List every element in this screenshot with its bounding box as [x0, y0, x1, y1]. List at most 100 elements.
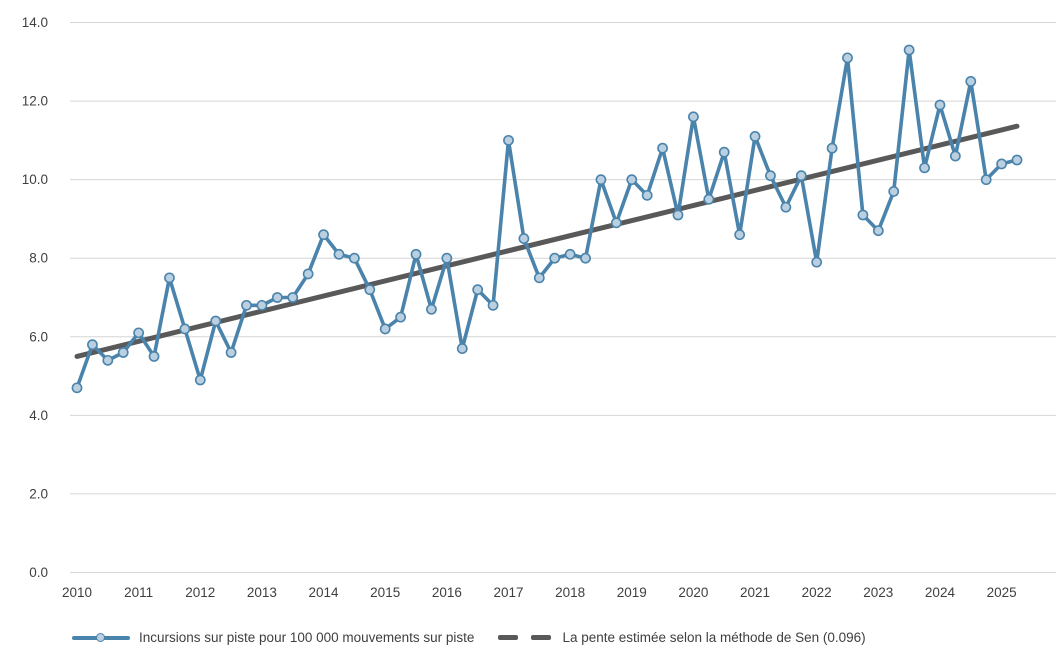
data-point-marker: [179, 323, 191, 335]
data-point-marker: [919, 162, 930, 174]
data-point-marker: [148, 351, 160, 362]
data-point-marker: [626, 174, 638, 186]
data-point-marker: [842, 52, 853, 64]
data-point-marker: [934, 99, 946, 111]
y-tick-label: 4.0: [29, 408, 48, 423]
data-point-marker: [795, 170, 807, 182]
incursions-series-line: [75, 48, 1019, 390]
data-point-marker: [595, 174, 607, 186]
data-point-marker: [888, 186, 900, 197]
data-point-marker: [348, 252, 360, 264]
data-point-marker: [271, 292, 283, 303]
series-marker-legend-icon: [96, 632, 105, 642]
x-tick-label: 2025: [987, 585, 1017, 600]
data-point-marker: [949, 150, 961, 162]
data-point-marker: [549, 252, 561, 264]
y-tick-label: 10.0: [22, 172, 48, 187]
data-point-marker: [564, 248, 576, 260]
data-point-marker: [318, 229, 329, 241]
data-point-marker: [657, 142, 668, 154]
x-tick-label: 2015: [370, 585, 400, 600]
data-point-marker: [302, 268, 314, 280]
data-point-marker: [210, 315, 222, 327]
data-point-marker: [71, 382, 83, 394]
x-tick-label: 2023: [863, 585, 893, 600]
data-point-marker: [518, 233, 530, 244]
data-point-markers: [71, 44, 1023, 394]
data-point-marker: [826, 142, 838, 154]
data-point-marker: [287, 292, 299, 303]
data-point-marker: [734, 229, 746, 241]
data-point-marker: [857, 209, 869, 221]
data-point-marker: [102, 354, 114, 366]
y-tick-label: 6.0: [29, 329, 48, 344]
y-tick-label: 12.0: [22, 94, 48, 109]
data-point-marker: [980, 174, 992, 186]
series-legend-label: Incursions sur piste pour 100 000 mouvem…: [139, 630, 475, 645]
series-line-legend-icon: [72, 632, 130, 642]
x-tick-label: 2011: [124, 585, 153, 600]
y-axis-labels: 0.0 2.0 4.0 6.0 8.0 10.0 12.0 14.0: [22, 15, 48, 580]
data-point-marker: [133, 327, 145, 339]
data-point-marker: [426, 303, 437, 315]
legend-item-series: Incursions sur piste pour 100 000 mouvem…: [72, 630, 474, 645]
data-point-marker: [379, 323, 391, 335]
data-point-marker: [1011, 154, 1023, 166]
data-point-marker: [703, 193, 715, 205]
data-point-marker: [194, 374, 206, 386]
data-point-marker: [765, 170, 776, 182]
data-point-marker: [580, 252, 591, 264]
data-point-marker: [164, 272, 175, 284]
y-tick-label: 2.0: [29, 486, 48, 501]
x-axis-labels: 2010 2011 2012 2013 2014 2015 2016 2017 2018 2019…: [62, 585, 1017, 600]
x-tick-label: 2014: [309, 585, 340, 600]
data-point-marker: [965, 76, 977, 87]
y-tick-label: 0.0: [29, 565, 48, 580]
data-point-marker: [503, 134, 514, 146]
data-point-marker: [718, 146, 730, 158]
x-tick-label: 2016: [432, 585, 462, 600]
trend-legend-label: La pente estimée selon la méthode de Sen…: [562, 630, 866, 645]
data-point-marker: [672, 209, 684, 221]
data-point-marker: [641, 189, 653, 201]
data-point-marker: [811, 256, 823, 268]
data-point-marker: [533, 272, 545, 284]
data-point-marker: [610, 217, 622, 229]
data-point-marker: [780, 201, 792, 213]
x-tick-label: 2010: [62, 585, 92, 600]
data-point-marker: [225, 347, 237, 358]
x-tick-label: 2013: [247, 585, 277, 600]
trend-dash-legend-icon: [498, 635, 552, 640]
y-tick-label: 14.0: [22, 15, 48, 30]
data-point-marker: [410, 248, 422, 260]
data-point-marker: [872, 225, 884, 237]
data-point-marker: [395, 311, 407, 323]
data-point-marker: [441, 252, 453, 264]
data-point-marker: [472, 284, 484, 296]
gridlines: [70, 21, 1056, 573]
data-point-marker: [996, 158, 1007, 170]
x-tick-label: 2021: [740, 585, 770, 600]
x-tick-label: 2019: [617, 585, 647, 600]
y-tick-label: 8.0: [29, 251, 48, 266]
data-point-marker: [333, 248, 345, 260]
data-point-marker: [487, 299, 499, 311]
x-tick-label: 2017: [493, 585, 523, 600]
data-point-marker: [241, 299, 252, 311]
data-point-marker: [117, 347, 129, 358]
x-tick-label: 2018: [555, 585, 585, 600]
chart-legend: Incursions sur piste pour 100 000 mouvem…: [72, 630, 866, 645]
data-point-marker: [903, 44, 915, 56]
data-point-marker: [364, 284, 376, 296]
sen-trend-line: [74, 123, 1020, 359]
data-point-marker: [749, 131, 761, 142]
data-point-marker: [688, 111, 699, 123]
x-tick-label: 2022: [802, 585, 832, 600]
data-point-marker: [456, 343, 468, 354]
legend-item-trend: La pente estimée selon la méthode de Sen…: [498, 630, 866, 645]
x-tick-label: 2024: [925, 585, 956, 600]
x-tick-label: 2020: [678, 585, 708, 600]
data-point-marker: [256, 299, 268, 311]
